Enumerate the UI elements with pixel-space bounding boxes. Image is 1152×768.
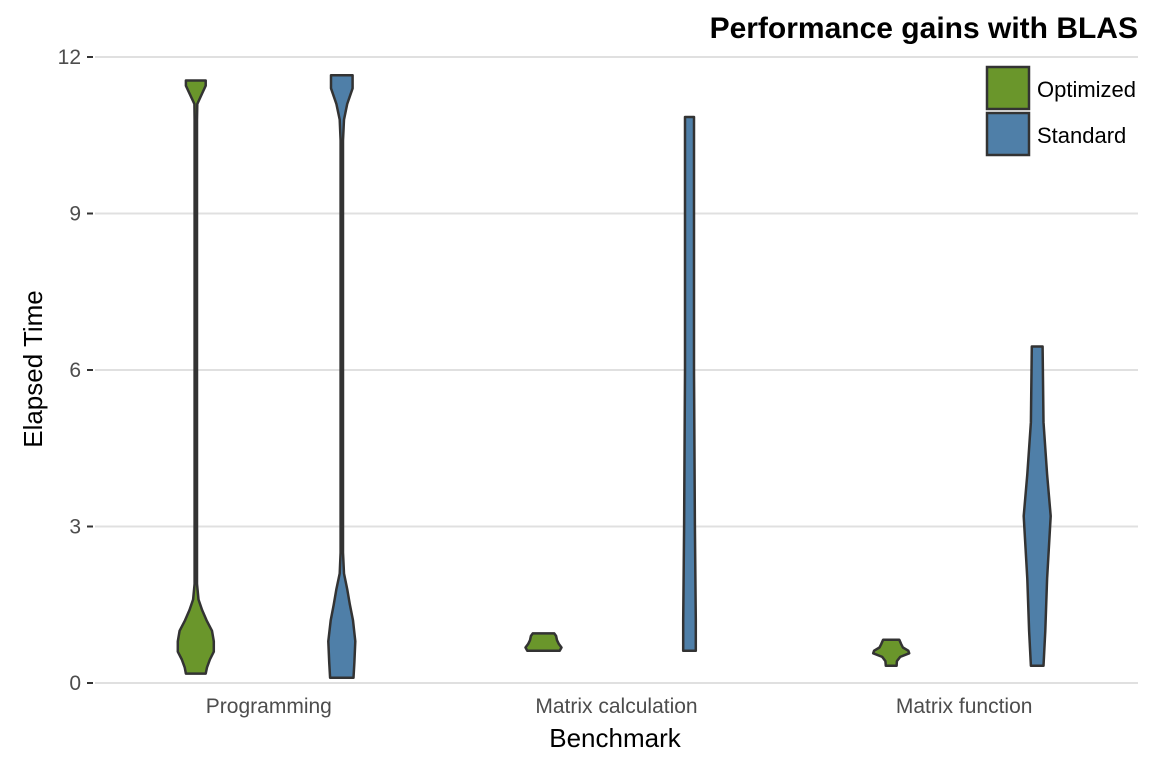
y-tick-label: 6	[69, 359, 81, 382]
y-tick-label: 9	[69, 203, 81, 226]
grid-lines	[95, 56, 1138, 684]
violin-optimized-matrix-function	[871, 638, 911, 668]
y-axis: 0 3 6 9 12	[58, 46, 93, 695]
violin-optimized-programming	[176, 79, 216, 675]
violin-optimized-matrix-calculation	[524, 632, 563, 652]
legend-swatch	[985, 111, 1031, 157]
x-axis: Programming Matrix calculation Matrix func…	[206, 695, 1033, 718]
chart-title: Performance gains with BLAS	[710, 12, 1138, 45]
x-tick-label: Programming	[206, 695, 332, 718]
y-axis-title: Elapsed Time	[18, 290, 48, 448]
violin-standard-matrix-calculation	[681, 115, 698, 652]
legend: Optimized Standard	[985, 65, 1136, 157]
y-tick-label: 3	[69, 516, 81, 539]
legend-label: Optimized	[1037, 77, 1136, 102]
violin-standard-programming	[327, 74, 357, 680]
y-tick-label: 12	[58, 46, 81, 69]
x-axis-title: Benchmark	[549, 723, 681, 753]
violins	[176, 74, 1052, 680]
violin-standard-matrix-function	[1022, 345, 1052, 668]
legend-swatch	[985, 65, 1031, 111]
x-tick-label: Matrix calculation	[535, 695, 697, 718]
y-tick-label: 0	[69, 672, 81, 695]
legend-label: Standard	[1037, 123, 1126, 148]
x-tick-label: Matrix function	[896, 695, 1033, 718]
